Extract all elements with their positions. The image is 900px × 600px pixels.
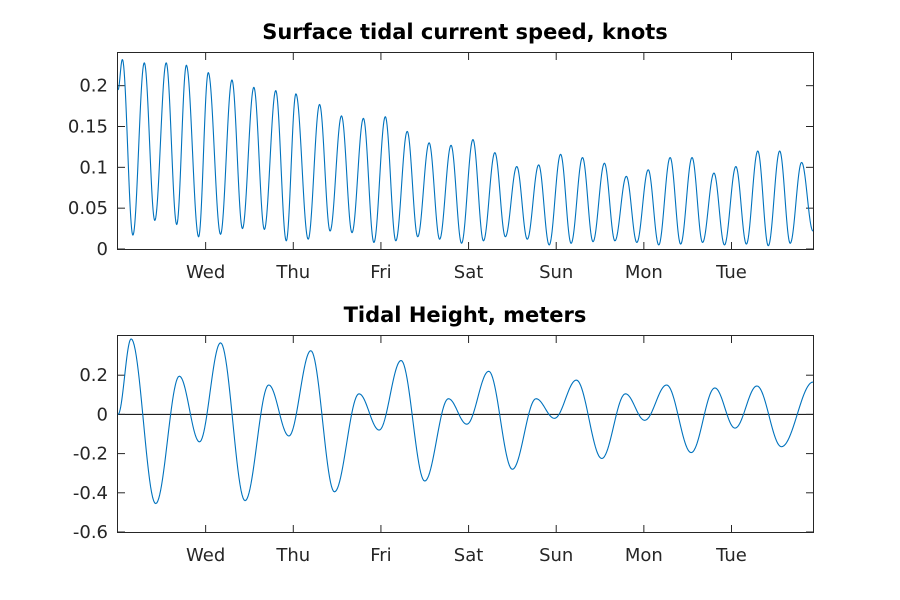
x-tick-label: Fri — [370, 262, 391, 283]
chart-title: Surface tidal current speed, knots — [262, 20, 668, 44]
x-tick-label: Wed — [186, 545, 225, 566]
y-tick-label: -0.6 — [73, 522, 108, 543]
y-tick-label: 0 — [97, 239, 108, 260]
x-tick-label: Wed — [186, 262, 225, 283]
x-tick-label: Sat — [454, 262, 484, 283]
x-tick-label: Sun — [539, 262, 573, 283]
y-tick-label: 0.05 — [68, 198, 108, 219]
plot-area — [117, 52, 814, 250]
current-speed-line — [117, 58, 814, 247]
x-tick-label: Mon — [625, 545, 663, 566]
y-tick-label: 0.2 — [79, 76, 108, 97]
x-tick-label: Thu — [275, 545, 310, 566]
x-tick-label: Thu — [275, 262, 310, 283]
x-tick-label: Tue — [715, 545, 747, 566]
plot-area — [117, 335, 814, 533]
y-tick-label: 0.15 — [68, 117, 108, 138]
x-tick-label: Sat — [454, 545, 484, 566]
x-tick-label: Fri — [370, 545, 391, 566]
y-tick-label: -0.4 — [73, 483, 108, 504]
y-tick-label: 0 — [97, 404, 108, 425]
current-speed-chart: Surface tidal current speed, knots 0 0.05… — [68, 20, 814, 283]
x-tick-label: Sun — [539, 545, 573, 566]
y-tick-label: 0.1 — [79, 157, 108, 178]
tick-group: -0.6 -0.4 -0.2 0 0.2 Wed Thu Fri Sat Sun Mon Tue — [73, 336, 813, 566]
chart-title: Tidal Height, meters — [344, 303, 587, 327]
tidal-height-chart: Tidal Height, meters -0.6 -0.4 -0.2 0 0.2 Wed… — [73, 303, 814, 566]
tidal-height-line — [117, 338, 814, 505]
x-tick-label: Tue — [715, 262, 747, 283]
y-tick-label: -0.2 — [73, 444, 108, 465]
tick-group: 0 0.05 0.1 0.15 0.2 Wed Thu Fri Sat Sun Mon Tue — [68, 53, 813, 283]
y-tick-label: 0.2 — [79, 365, 108, 386]
x-tick-label: Mon — [625, 262, 663, 283]
